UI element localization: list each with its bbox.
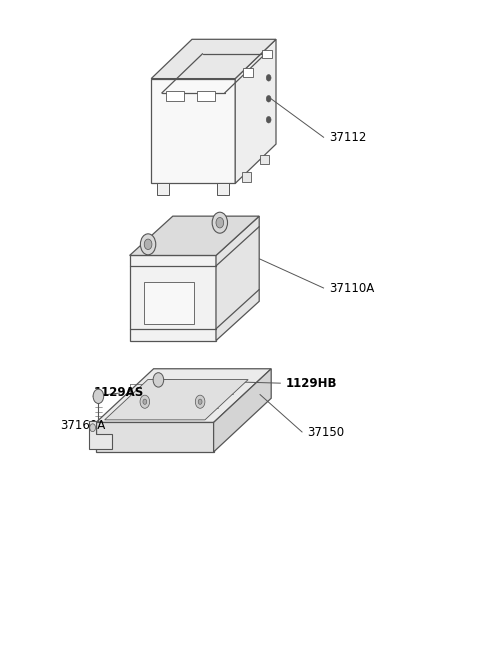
Polygon shape: [197, 91, 215, 101]
Polygon shape: [96, 422, 214, 452]
Polygon shape: [235, 39, 276, 183]
Circle shape: [216, 217, 224, 228]
Circle shape: [266, 75, 271, 81]
Polygon shape: [260, 155, 269, 164]
Circle shape: [144, 239, 152, 250]
Text: 37160A: 37160A: [60, 419, 105, 432]
Polygon shape: [217, 183, 229, 195]
Polygon shape: [89, 421, 112, 449]
Polygon shape: [216, 216, 259, 341]
Circle shape: [195, 395, 205, 408]
Circle shape: [140, 395, 150, 408]
Text: 1129HB: 1129HB: [286, 377, 337, 390]
Circle shape: [153, 373, 164, 387]
Circle shape: [90, 424, 96, 432]
Polygon shape: [130, 216, 259, 255]
Polygon shape: [214, 369, 271, 452]
Polygon shape: [151, 39, 276, 79]
Polygon shape: [166, 91, 184, 101]
Circle shape: [266, 96, 271, 102]
Text: 37110A: 37110A: [329, 282, 374, 295]
Polygon shape: [105, 380, 248, 420]
Text: 37150: 37150: [307, 426, 344, 439]
Circle shape: [143, 399, 147, 404]
Circle shape: [140, 234, 156, 255]
Circle shape: [198, 399, 202, 404]
Polygon shape: [243, 68, 253, 77]
Text: 37112: 37112: [329, 131, 366, 144]
Polygon shape: [262, 50, 272, 58]
Polygon shape: [151, 79, 235, 183]
Polygon shape: [96, 369, 271, 422]
Polygon shape: [144, 282, 194, 324]
Circle shape: [266, 117, 271, 123]
Polygon shape: [157, 183, 169, 195]
Polygon shape: [130, 255, 216, 341]
Circle shape: [212, 212, 228, 233]
Text: 1129AS: 1129AS: [94, 386, 144, 400]
Circle shape: [93, 389, 104, 403]
Polygon shape: [242, 172, 251, 181]
